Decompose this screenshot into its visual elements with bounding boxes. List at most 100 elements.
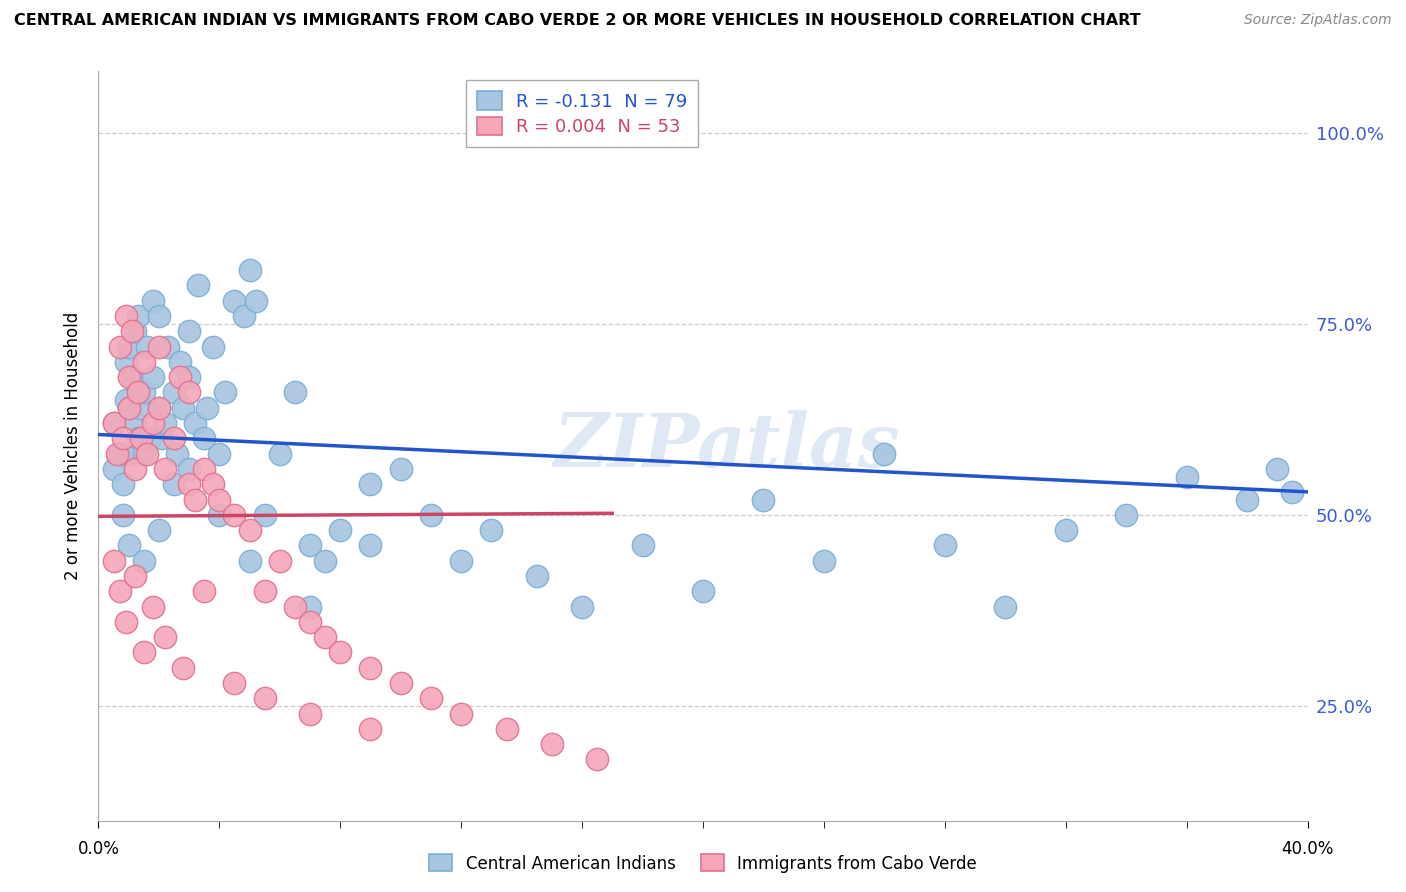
Point xyxy=(135,447,157,461)
Point xyxy=(208,447,231,461)
Legend: R = -0.131  N = 79, R = 0.004  N = 53: R = -0.131 N = 79, R = 0.004 N = 53 xyxy=(465,80,699,147)
Point xyxy=(450,554,472,568)
Point xyxy=(420,691,443,706)
Point xyxy=(118,370,141,384)
Point xyxy=(202,477,225,491)
Point xyxy=(127,431,149,445)
Point xyxy=(127,309,149,323)
Point xyxy=(121,370,143,384)
Point xyxy=(187,278,209,293)
Point xyxy=(752,492,775,507)
Point xyxy=(179,385,201,400)
Text: 40.0%: 40.0% xyxy=(1281,839,1334,858)
Point xyxy=(124,416,146,430)
Point xyxy=(314,554,336,568)
Point xyxy=(142,370,165,384)
Point xyxy=(103,462,125,476)
Point xyxy=(934,538,956,552)
Point xyxy=(153,462,176,476)
Text: CENTRAL AMERICAN INDIAN VS IMMIGRANTS FROM CABO VERDE 2 OR MORE VEHICLES IN HOUS: CENTRAL AMERICAN INDIAN VS IMMIGRANTS FR… xyxy=(14,13,1140,29)
Point xyxy=(142,416,165,430)
Point xyxy=(124,569,146,583)
Point xyxy=(124,324,146,338)
Point xyxy=(208,492,231,507)
Point xyxy=(193,431,215,445)
Point xyxy=(179,324,201,338)
Point xyxy=(994,599,1017,614)
Point xyxy=(150,431,173,445)
Point xyxy=(193,584,215,599)
Point xyxy=(114,393,136,408)
Point xyxy=(195,401,218,415)
Point xyxy=(202,340,225,354)
Point xyxy=(118,401,141,415)
Point xyxy=(214,385,236,400)
Point xyxy=(132,447,155,461)
Point xyxy=(148,309,170,323)
Point xyxy=(239,554,262,568)
Point xyxy=(813,554,835,568)
Point xyxy=(121,324,143,338)
Point xyxy=(114,355,136,369)
Point xyxy=(105,447,128,461)
Point xyxy=(111,431,134,445)
Text: Source: ZipAtlas.com: Source: ZipAtlas.com xyxy=(1244,13,1392,28)
Point xyxy=(631,538,654,552)
Point xyxy=(148,340,170,354)
Point xyxy=(1175,469,1198,483)
Point xyxy=(142,599,165,614)
Point xyxy=(329,523,352,537)
Point xyxy=(111,477,134,491)
Point xyxy=(153,416,176,430)
Point xyxy=(124,462,146,476)
Point xyxy=(103,554,125,568)
Point xyxy=(1236,492,1258,507)
Point xyxy=(314,630,336,644)
Point xyxy=(360,538,382,552)
Point xyxy=(103,416,125,430)
Point xyxy=(224,508,246,522)
Point xyxy=(299,538,322,552)
Point xyxy=(156,340,179,354)
Point xyxy=(224,676,246,690)
Point xyxy=(526,569,548,583)
Point xyxy=(389,676,412,690)
Y-axis label: 2 or more Vehicles in Household: 2 or more Vehicles in Household xyxy=(65,312,83,580)
Point xyxy=(139,431,162,445)
Point xyxy=(571,599,593,614)
Point xyxy=(450,706,472,721)
Point xyxy=(269,447,291,461)
Point xyxy=(232,309,254,323)
Point xyxy=(129,401,152,415)
Point xyxy=(224,293,246,308)
Text: ZIPatlas: ZIPatlas xyxy=(554,409,901,483)
Point xyxy=(135,340,157,354)
Point xyxy=(299,599,322,614)
Point xyxy=(586,752,609,766)
Point xyxy=(108,584,131,599)
Point xyxy=(481,523,503,537)
Point xyxy=(142,293,165,308)
Point xyxy=(129,431,152,445)
Point xyxy=(1054,523,1077,537)
Point xyxy=(132,355,155,369)
Point xyxy=(269,554,291,568)
Point xyxy=(172,401,194,415)
Point xyxy=(132,645,155,659)
Point xyxy=(114,309,136,323)
Point xyxy=(253,584,276,599)
Point xyxy=(118,538,141,552)
Point xyxy=(118,447,141,461)
Point xyxy=(208,508,231,522)
Point xyxy=(163,385,186,400)
Point xyxy=(179,370,201,384)
Point xyxy=(111,508,134,522)
Point xyxy=(1267,462,1289,476)
Point xyxy=(163,477,186,491)
Point xyxy=(284,385,307,400)
Point xyxy=(299,706,322,721)
Point xyxy=(148,401,170,415)
Point xyxy=(245,293,267,308)
Legend: Central American Indians, Immigrants from Cabo Verde: Central American Indians, Immigrants fro… xyxy=(422,847,984,880)
Point xyxy=(239,523,262,537)
